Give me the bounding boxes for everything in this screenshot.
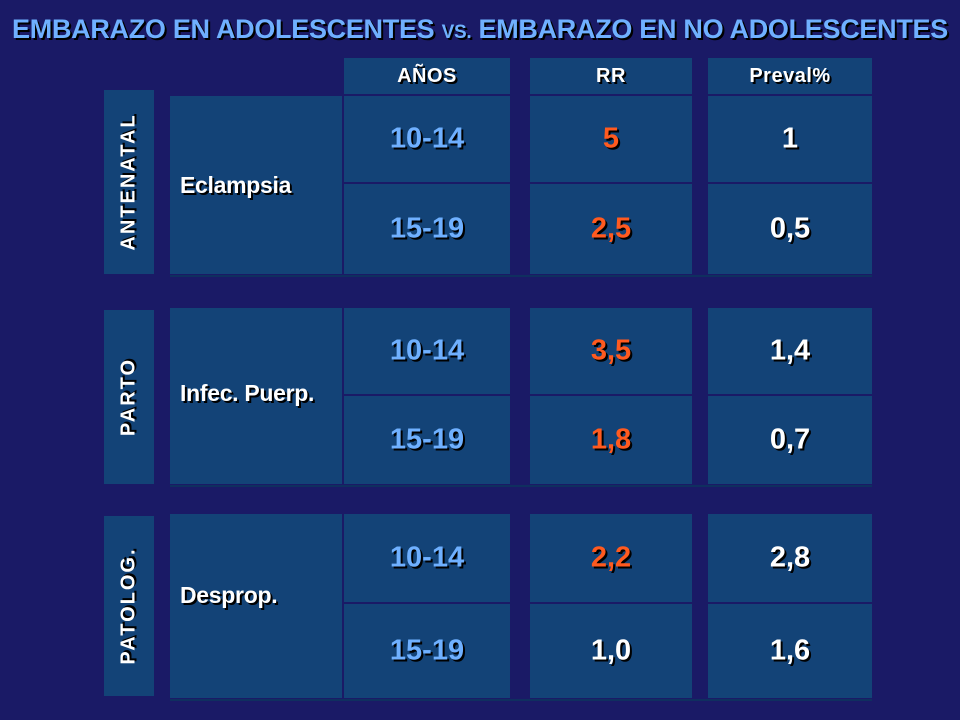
cell-rr: 2,2: [530, 514, 692, 602]
cell-preval: 1,4: [708, 308, 872, 394]
condition-box-eclampsia: Eclampsia: [170, 96, 342, 274]
title-rest: EMBARAZO EN NO ADOLESCENTES: [471, 14, 949, 44]
section-divider: [170, 275, 872, 277]
condition-box-desprop: Desprop.: [170, 514, 342, 698]
header-preval: Preval%: [708, 58, 872, 94]
title-main: EMBARAZO EN ADOLESCENTES: [12, 14, 442, 44]
cell-preval: 2,8: [708, 514, 872, 602]
section-divider: [170, 699, 872, 701]
cell-preval: 0,5: [708, 184, 872, 274]
cell-anos: 15-19: [344, 604, 510, 698]
header-rr: RR: [530, 58, 692, 94]
section-divider: [170, 485, 872, 487]
cell-anos: 10-14: [344, 96, 510, 182]
cell-preval: 1,6: [708, 604, 872, 698]
group-box-antenatal: ANTENATAL: [104, 90, 154, 274]
group-label-patolog: PATOLOG.: [117, 547, 140, 665]
condition-label-infec-puerp: Infec. Puerp.: [180, 380, 315, 406]
condition-label-eclampsia: Eclampsia: [180, 172, 292, 198]
header-anos: AÑOS: [344, 58, 510, 94]
cell-rr: 3,5: [530, 308, 692, 394]
cell-preval: 1: [708, 96, 872, 182]
cell-anos: 15-19: [344, 184, 510, 274]
group-label-parto: PARTO: [117, 357, 140, 437]
condition-box-infec-puerp: Infec. Puerp.: [170, 308, 342, 484]
cell-rr: 2,5: [530, 184, 692, 274]
group-box-parto: PARTO: [104, 310, 154, 484]
cell-anos: 15-19: [344, 396, 510, 484]
group-box-patolog: PATOLOG.: [104, 516, 154, 696]
cell-anos: 10-14: [344, 514, 510, 602]
page-title: EMBARAZO EN ADOLESCENTES VS. EMBARAZO EN…: [0, 14, 960, 45]
cell-rr: 1,0: [530, 604, 692, 698]
cell-preval: 0,7: [708, 396, 872, 484]
cell-rr: 1,8: [530, 396, 692, 484]
group-label-antenatal: ANTENATAL: [117, 113, 140, 251]
condition-label-desprop: Desprop.: [180, 582, 278, 608]
cell-anos: 10-14: [344, 308, 510, 394]
cell-rr: 5: [530, 96, 692, 182]
title-vs: VS.: [441, 22, 472, 43]
